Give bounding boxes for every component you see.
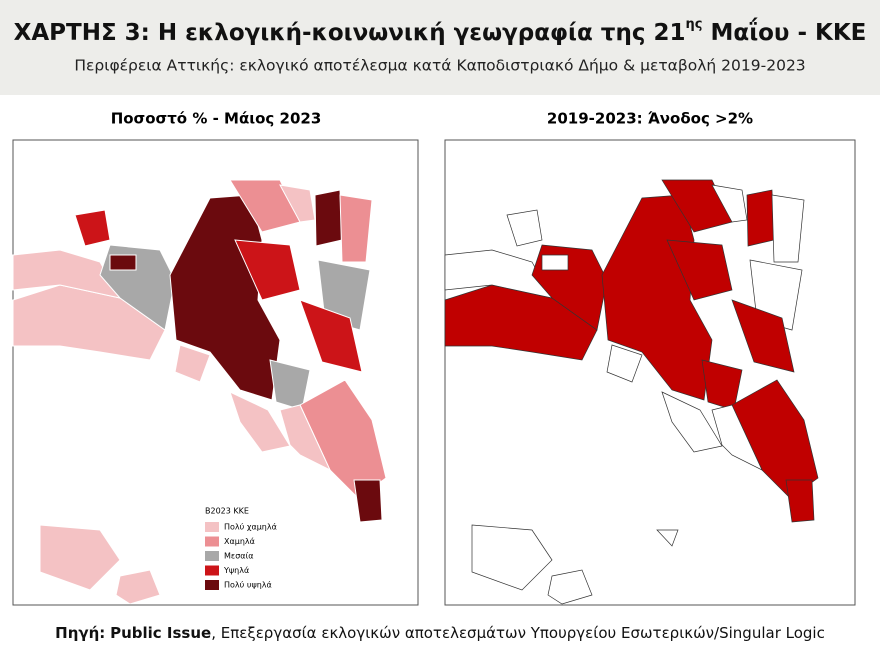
legend-swatch xyxy=(205,522,219,532)
map xyxy=(444,179,819,605)
region xyxy=(339,194,373,263)
region xyxy=(471,524,553,591)
region xyxy=(115,569,161,605)
legend-label: Υψηλά xyxy=(223,566,249,575)
region xyxy=(229,391,291,453)
region xyxy=(606,344,643,383)
legend-label: Μεσαία xyxy=(224,552,254,561)
region xyxy=(711,404,763,471)
region xyxy=(785,479,815,523)
region xyxy=(299,299,363,373)
region xyxy=(39,524,121,591)
map xyxy=(12,179,387,605)
legend-swatch xyxy=(205,565,219,576)
footer: Πηγή: Public Issue, Επεξεργασία εκλογικώ… xyxy=(55,624,825,642)
region xyxy=(506,209,543,247)
region xyxy=(711,184,748,223)
title-end: Μαΐου - ΚΚΕ xyxy=(702,17,866,46)
legend: B2023 KKE Πολύ χαμηλά Χαμηλά Μεσαία Υψηλά Πο… xyxy=(198,502,300,600)
title-sup: ης xyxy=(685,17,702,32)
legend-label: Πολύ υψηλά xyxy=(224,580,272,590)
region xyxy=(174,344,211,383)
header-band xyxy=(0,0,880,95)
map-title: 2019-2023: Άνοδος >2% xyxy=(547,110,753,128)
region xyxy=(746,189,775,247)
legend-label: Πολύ χαμηλά xyxy=(224,522,277,532)
title-main: ΧΑΡΤΗΣ 3: Η εκλογική-κοινωνική γεωγραφία… xyxy=(14,20,686,46)
source-text: , Επεξεργασία εκλογικών αποτελεσμάτων Υπ… xyxy=(211,624,825,642)
region xyxy=(661,391,723,453)
legend-swatch xyxy=(205,536,219,547)
legend-label: Χαμηλά xyxy=(224,537,255,546)
legend-title: B2023 KKE xyxy=(205,507,249,516)
region xyxy=(731,299,795,373)
region xyxy=(547,569,593,605)
region xyxy=(314,189,343,247)
region xyxy=(234,239,301,301)
map-title: Ποσοστό % - Μάιος 2023 xyxy=(111,110,322,128)
title: ΧΑΡΤΗΣ 3: Η εκλογική-κοινωνική γεωγραφία… xyxy=(14,17,867,46)
region xyxy=(279,404,332,472)
region xyxy=(656,529,679,547)
region xyxy=(541,254,569,271)
region xyxy=(666,239,733,301)
source-name: Public Issue xyxy=(110,624,211,642)
source-label: Πηγή: xyxy=(55,624,105,642)
region xyxy=(771,194,805,263)
legend-swatch xyxy=(205,551,219,561)
region xyxy=(109,254,137,271)
region xyxy=(353,479,383,523)
legend-swatch xyxy=(205,580,219,590)
subtitle: Περιφέρεια Αττικής: εκλογικό αποτέλεσμα … xyxy=(74,57,805,75)
region xyxy=(74,209,111,247)
